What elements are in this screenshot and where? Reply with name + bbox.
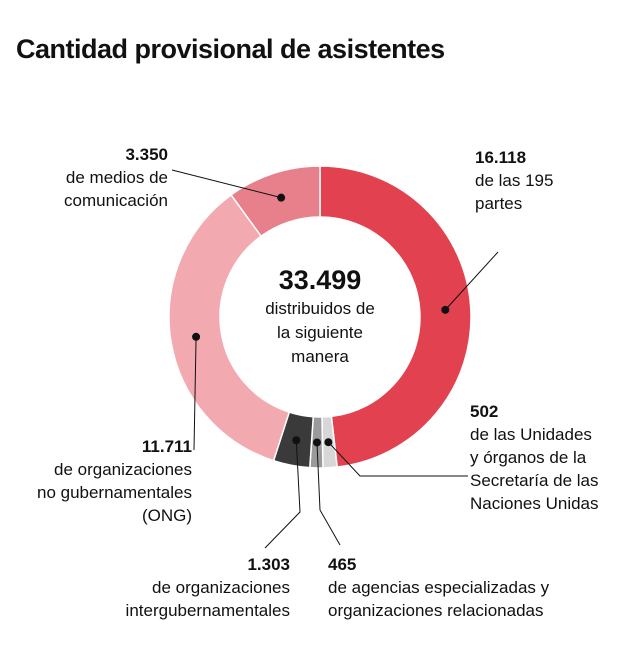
leader-lines [171,169,499,549]
label-agencias-value: 465 [328,555,357,574]
label-intergubernamentales-desc: de organizaciones intergubernamentales [125,578,290,620]
slice-partes [319,165,472,468]
leader-intergubernamentales [264,440,301,549]
donut-slices [168,165,472,469]
label-partes-value: 16.118 [475,148,527,167]
label-ong-value: 11.711 [141,437,192,456]
leader-partes [444,251,499,311]
slice-medios [230,165,321,238]
chart-title: Cantidad provisional de asistentes [16,34,445,64]
leader-agencias [316,442,341,546]
label-unidades-onu: 502 de las Unidades y órganos de la Secr… [470,400,599,515]
label-medios-desc: de medios de comunicación [64,168,168,210]
label-agencias-desc: de agencias especializadas y organizacio… [328,578,550,620]
label-unidades-onu-value: 502 [470,402,499,421]
total-value: 33.499 [278,265,362,295]
leader-ong [193,336,197,451]
label-partes: 16.118 de las 195 partes [475,146,553,215]
leader-unidades-onu [328,441,468,477]
total-description: distribuidos de la siguiente manera [265,299,375,366]
label-medios: 3.350 de medios de comunicación [0,143,168,212]
label-ong: 11.711 de organizaciones no gubernamenta… [0,435,192,527]
label-agencias: 465 de agencias especializadas y organiz… [328,553,549,622]
label-partes-desc: de las 195 partes [475,171,554,213]
label-unidades-onu-desc: de las Unidades y órganos de la Secretar… [470,425,599,513]
label-intergubernamentales-value: 1.303 [247,555,290,574]
label-medios-value: 3.350 [125,145,168,164]
center-total: 33.499 distribuidos de la siguiente mane… [245,265,395,369]
leader-medios [171,169,282,199]
label-ong-desc: de organizaciones no gubernamentales (ON… [36,460,192,525]
label-intergubernamentales: 1.303 de organizaciones intergubernament… [0,553,290,622]
